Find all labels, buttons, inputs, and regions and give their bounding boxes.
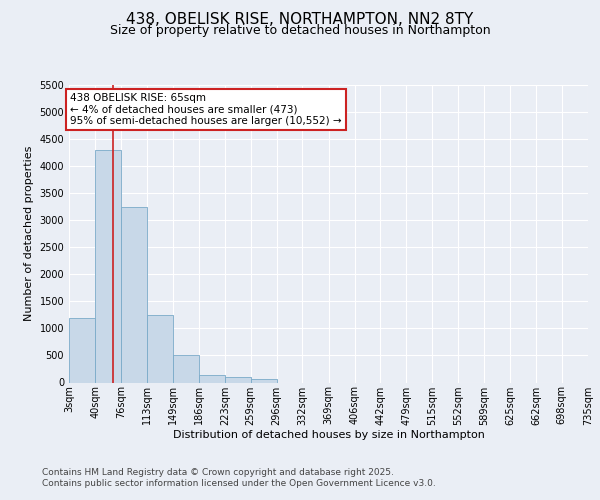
Y-axis label: Number of detached properties: Number of detached properties — [24, 146, 34, 322]
Bar — [69, 318, 95, 382]
Bar — [251, 378, 277, 382]
Text: 438, OBELISK RISE, NORTHAMPTON, NN2 8TY: 438, OBELISK RISE, NORTHAMPTON, NN2 8TY — [127, 12, 473, 28]
Text: 438 OBELISK RISE: 65sqm
← 4% of detached houses are smaller (473)
95% of semi-de: 438 OBELISK RISE: 65sqm ← 4% of detached… — [70, 93, 342, 126]
Bar — [199, 375, 225, 382]
Text: Contains HM Land Registry data © Crown copyright and database right 2025.
Contai: Contains HM Land Registry data © Crown c… — [42, 468, 436, 487]
Text: Size of property relative to detached houses in Northampton: Size of property relative to detached ho… — [110, 24, 490, 37]
Bar — [95, 150, 121, 382]
Bar — [147, 315, 173, 382]
Bar — [173, 356, 199, 382]
Bar — [121, 206, 147, 382]
X-axis label: Distribution of detached houses by size in Northampton: Distribution of detached houses by size … — [173, 430, 484, 440]
Bar — [225, 376, 251, 382]
